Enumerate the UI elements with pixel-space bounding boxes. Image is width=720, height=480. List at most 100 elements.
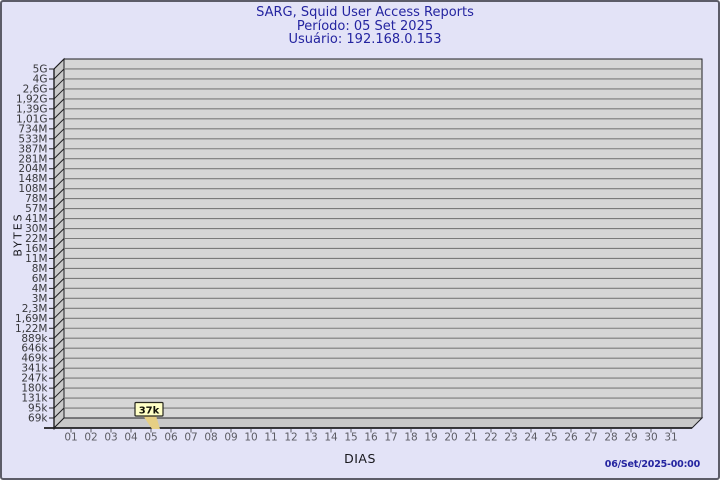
y-tick-3d-connector — [53, 178, 65, 190]
x-axis-tick-label: 03 — [104, 432, 117, 444]
y-tick-3d-connector — [53, 387, 65, 399]
y-axis-tick-label: 2,3M — [22, 303, 48, 315]
y-tick-3d-connector — [53, 68, 65, 80]
chart-subtitle-period: Período: 05 Set 2025 — [296, 18, 434, 34]
x-axis-tick-label: 21 — [464, 432, 477, 444]
y-axis-tick-label: 204M — [18, 163, 47, 175]
y-axis-tick-label: 281M — [18, 153, 47, 165]
y-tick-3d-connector — [53, 88, 65, 100]
y-tick-3d-connector — [53, 118, 65, 130]
report-timestamp: 06/Set/2025-00:00 — [604, 459, 700, 470]
y-axis-tick-label: 341k — [21, 363, 48, 375]
x-axis-tick-label: 31 — [664, 432, 677, 444]
x-axis-tick-label: 16 — [364, 432, 378, 444]
y-tick-3d-connector — [53, 258, 65, 269]
y-tick-3d-connector — [53, 397, 65, 409]
y-tick-3d-connector — [53, 288, 65, 299]
x-axis-tick-label: 11 — [264, 432, 277, 444]
y-tick-3d-connector — [53, 367, 65, 379]
y-tick-3d-connector — [53, 158, 65, 170]
y-axis-tick-label: 16M — [25, 243, 47, 255]
data-point-label: 37k — [139, 405, 160, 416]
chart-subtitle-user: Usuário: 192.168.0.153 — [288, 32, 442, 47]
y-axis-tick-label: 41M — [25, 213, 47, 225]
y-tick-3d-connector — [53, 347, 65, 359]
data-point-wedge — [143, 415, 160, 429]
x-axis-tick-label: 26 — [564, 432, 578, 444]
y-axis-tick-label: 5G — [33, 64, 48, 76]
y-tick-3d-connector — [53, 317, 65, 329]
x-axis-tick-label: 09 — [224, 432, 237, 444]
y-axis-tick-label: 1,39G — [16, 103, 48, 115]
y-tick-3d-connector — [53, 238, 65, 249]
y-tick-3d-connector — [53, 168, 65, 180]
y-tick-3d-connector — [53, 268, 65, 279]
y-tick-3d-connector — [53, 78, 65, 90]
x-axis-tick-label: 24 — [524, 432, 538, 444]
y-axis-tick-label: 247k — [21, 373, 48, 385]
y-tick-3d-connector — [53, 138, 65, 150]
chart-header: SARG, Squid User Access Reports Período:… — [7, 5, 718, 47]
y-axis-tick-label: 131k — [21, 393, 48, 405]
y-tick-3d-connector — [53, 248, 65, 259]
x-axis-tick-label: 19 — [424, 432, 437, 444]
x-axis-tick-label: 12 — [284, 432, 297, 444]
x-axis-tick-label: 28 — [604, 432, 617, 444]
x-axis-tick-label: 10 — [244, 432, 257, 444]
y-tick-3d-connector — [53, 307, 65, 319]
y-axis-tick-label: 95k — [28, 403, 48, 415]
y-axis-tick-label: 646k — [21, 343, 48, 355]
y-tick-3d-connector — [53, 278, 65, 289]
y-axis-tick-label: 180k — [21, 383, 48, 395]
y-tick-3d-connector — [53, 148, 65, 160]
y-axis-tick-label: 1,92G — [16, 93, 48, 105]
y-axis-tick-label: 108M — [18, 183, 47, 195]
y-axis-tick-label: 3M — [32, 293, 48, 305]
y-axis-tick-label: 387M — [18, 143, 47, 155]
chart-title: SARG, Squid User Access Reports — [256, 5, 474, 20]
x-axis-tick-label: 20 — [444, 432, 457, 444]
x-axis-tick-label: 17 — [384, 432, 397, 444]
x-axis-tick-label: 13 — [304, 432, 317, 444]
y-tick-3d-connector — [53, 218, 65, 229]
y-axis-tick-label: 889k — [21, 333, 48, 345]
data-point-flag — [134, 401, 164, 417]
x-axis-tick-label: 07 — [184, 432, 197, 444]
y-axis-tick-label: 22M — [25, 233, 47, 245]
x-axis-tick-label: 18 — [404, 432, 417, 444]
y-axis-tick-label: 4G — [33, 73, 48, 85]
x-axis-tick-label: 22 — [484, 432, 497, 444]
y-tick-3d-connector — [53, 58, 65, 70]
x-axis-title: DIAS — [344, 451, 376, 466]
y-axis-tick-label: 78M — [25, 193, 47, 205]
x-axis-tick-label: 05 — [144, 432, 157, 444]
y-axis-tick-label: 6M — [32, 273, 48, 285]
y-axis-tick-label: 469k — [21, 353, 48, 365]
y-tick-3d-connector — [53, 188, 65, 199]
y-tick-3d-connector — [53, 357, 65, 369]
y-tick-3d-connector — [53, 128, 65, 140]
x-axis-tick-label: 23 — [504, 432, 517, 444]
y-axis-tick-label: 30M — [25, 223, 47, 235]
y-tick-3d-connector — [53, 108, 65, 120]
x-axis-tick-label: 06 — [164, 432, 178, 444]
y-axis-tick-label: 4M — [32, 283, 48, 295]
x-axis-tick-label: 27 — [584, 432, 597, 444]
y-tick-3d-connector — [53, 228, 65, 239]
y-axis-tick-label: 1,01G — [16, 113, 48, 125]
y-tick-3d-connector — [53, 407, 65, 419]
y-tick-3d-connector — [53, 208, 65, 219]
y-axis-tick-label: 11M — [25, 253, 47, 265]
y-axis-tick-label: 148M — [18, 173, 47, 185]
x-axis-tick-label: 25 — [544, 432, 557, 444]
x-axis-tick-label: 29 — [624, 432, 637, 444]
x-axis-tick-label: 14 — [324, 432, 338, 444]
y-tick-3d-connector — [53, 327, 65, 339]
y-axis-tick-label: 1,22M — [15, 323, 47, 335]
y-tick-3d-connector — [53, 98, 65, 110]
x-axis-tick-label: 01 — [64, 432, 77, 444]
y-axis-tick-label: 734M — [18, 123, 47, 135]
x-axis-tick-label: 04 — [124, 432, 138, 444]
